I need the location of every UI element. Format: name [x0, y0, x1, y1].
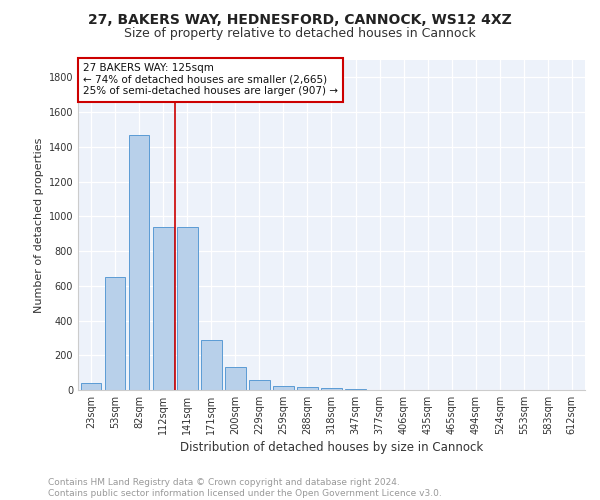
Bar	[153, 226, 173, 390]
Text: 27, BAKERS WAY, HEDNESFORD, CANNOCK, WS12 4XZ: 27, BAKERS WAY, HEDNESFORD, CANNOCK, WS1…	[88, 12, 512, 26]
Bar	[249, 380, 269, 390]
X-axis label: Distribution of detached houses by size in Cannock: Distribution of detached houses by size …	[180, 441, 483, 454]
Y-axis label: Number of detached properties: Number of detached properties	[34, 138, 44, 312]
Text: Size of property relative to detached houses in Cannock: Size of property relative to detached ho…	[124, 28, 476, 40]
Text: Contains HM Land Registry data © Crown copyright and database right 2024.
Contai: Contains HM Land Registry data © Crown c…	[48, 478, 442, 498]
Bar	[321, 388, 342, 390]
Bar	[81, 383, 101, 390]
Bar	[346, 389, 366, 390]
Bar	[225, 368, 245, 390]
Bar	[201, 340, 221, 390]
Bar	[273, 386, 293, 390]
Bar	[105, 277, 125, 390]
Text: 27 BAKERS WAY: 125sqm
← 74% of detached houses are smaller (2,665)
25% of semi-d: 27 BAKERS WAY: 125sqm ← 74% of detached …	[83, 64, 338, 96]
Bar	[129, 134, 149, 390]
Bar	[297, 388, 317, 390]
Bar	[177, 226, 197, 390]
